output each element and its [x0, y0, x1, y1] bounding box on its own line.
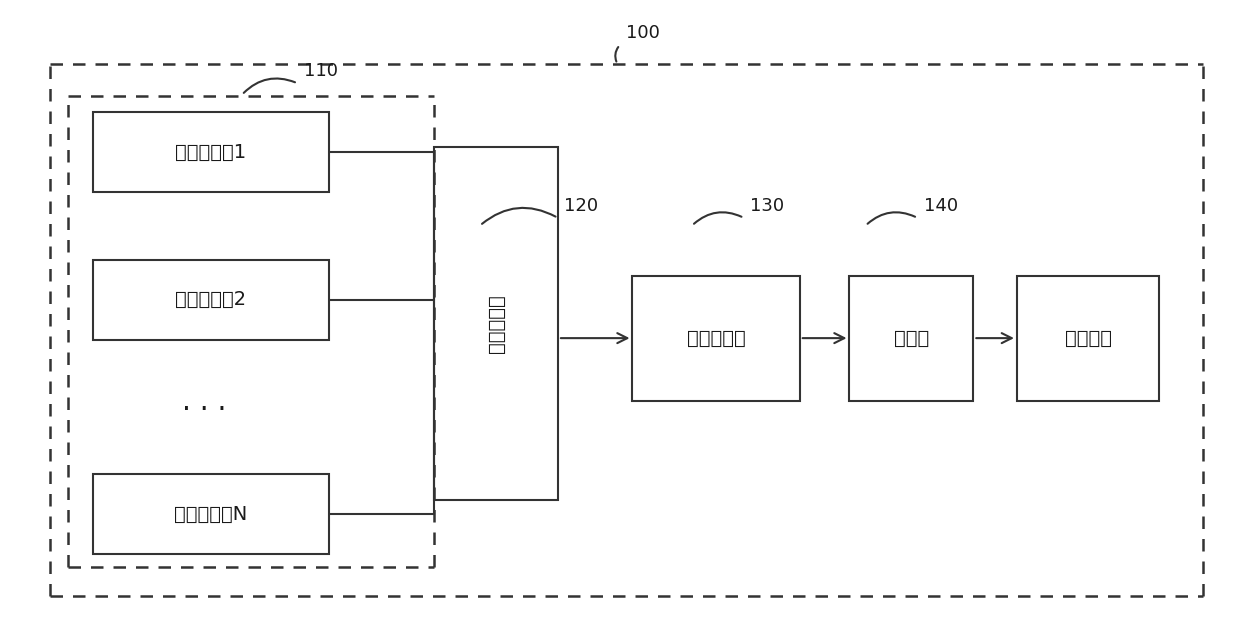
Bar: [849, 276, 973, 401]
Bar: [93, 474, 329, 554]
Text: 功率放大器: 功率放大器: [687, 329, 745, 347]
Bar: [93, 112, 329, 192]
Text: 100: 100: [626, 24, 660, 42]
Bar: [632, 276, 800, 401]
Text: 发光单元: 发光单元: [1065, 329, 1111, 347]
Text: 120: 120: [564, 197, 599, 215]
Bar: [93, 260, 329, 340]
Text: 110: 110: [304, 62, 337, 80]
Text: 多路复用器: 多路复用器: [486, 294, 506, 353]
Text: 140: 140: [924, 197, 959, 215]
Text: 130: 130: [750, 197, 785, 215]
Text: 波形发生器1: 波形发生器1: [175, 143, 247, 162]
Text: 驱动器: 驱动器: [894, 329, 929, 347]
Bar: [1017, 276, 1159, 401]
Text: 波形发生器N: 波形发生器N: [174, 505, 248, 524]
Text: · · ·: · · ·: [182, 396, 227, 424]
Text: 波形发生器2: 波形发生器2: [175, 290, 247, 309]
Bar: [434, 147, 558, 500]
